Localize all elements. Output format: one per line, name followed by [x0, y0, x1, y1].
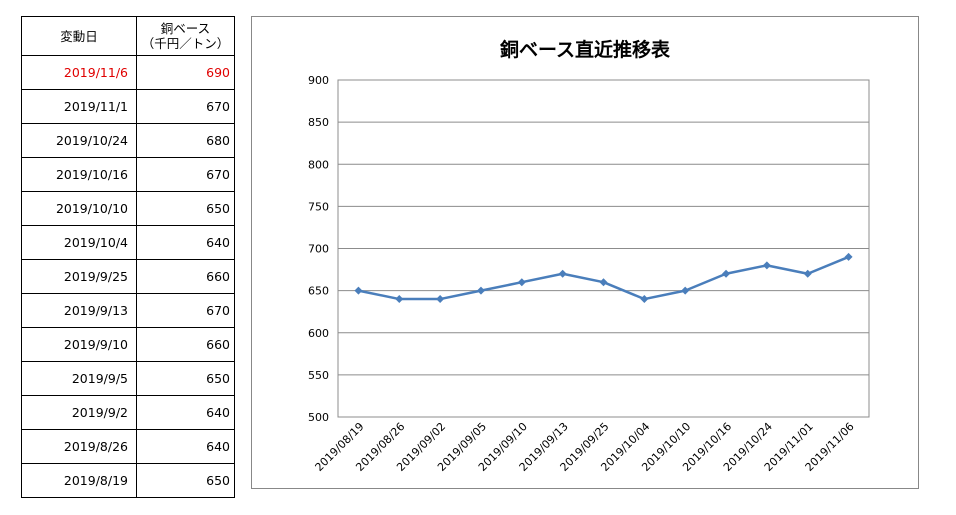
cell-price: 680 — [136, 123, 235, 158]
table-row: 2019/10/16 670 — [21, 157, 235, 192]
y-tick-label: 850 — [308, 116, 329, 129]
table-row: 2019/9/10 660 — [21, 327, 235, 362]
price-table: 変動日 銅ベース （千円／トン） 2019/11/6 690 2019/11/1 67… — [21, 16, 235, 498]
cell-price: 660 — [136, 259, 235, 294]
table-row: 2019/9/13 670 — [21, 293, 235, 328]
cell-date: 2019/10/4 — [21, 225, 137, 260]
cell-date: 2019/9/25 — [21, 259, 137, 294]
y-tick-label: 900 — [308, 74, 329, 87]
cell-date: 2019/11/1 — [21, 89, 137, 124]
cell-date: 2019/8/19 — [21, 463, 137, 498]
chart-frame: 銅ベース直近推移表 500 550 600 650 700 750 800 850 900 201… — [251, 16, 919, 489]
header-price: 銅ベース （千円／トン） — [136, 16, 235, 56]
cell-price: 640 — [136, 225, 235, 260]
cell-date: 2019/9/10 — [21, 327, 137, 362]
y-tick-label: 500 — [308, 411, 329, 424]
table-row: 2019/9/5 650 — [21, 361, 235, 396]
cell-price: 690 — [136, 55, 235, 90]
data-point — [599, 278, 608, 287]
table-row: 2019/8/19 650 — [21, 463, 235, 498]
data-point — [558, 269, 567, 278]
cell-price: 670 — [136, 89, 235, 124]
cell-date: 2019/10/16 — [21, 157, 137, 192]
cell-price: 670 — [136, 157, 235, 192]
y-tick-label: 700 — [308, 243, 329, 256]
data-point — [476, 286, 485, 295]
cell-price: 670 — [136, 293, 235, 328]
cell-date: 2019/9/5 — [21, 361, 137, 396]
cell-date: 2019/9/2 — [21, 395, 137, 430]
table-row: 2019/11/1 670 — [21, 89, 235, 124]
header-price-line1: 銅ベース — [160, 21, 211, 36]
cell-date: 2019/8/26 — [21, 429, 137, 464]
data-point — [722, 269, 731, 278]
cell-price: 640 — [136, 395, 235, 430]
y-tick-label: 600 — [308, 327, 329, 340]
cell-price: 640 — [136, 429, 235, 464]
data-point — [681, 286, 690, 295]
data-point — [803, 269, 812, 278]
table-row: 2019/10/4 640 — [21, 225, 235, 260]
data-point — [844, 252, 853, 261]
cell-date: 2019/9/13 — [21, 293, 137, 328]
chart-title: 銅ベース直近推移表 — [500, 38, 671, 61]
data-point — [762, 261, 771, 270]
y-tick-label: 650 — [308, 285, 329, 298]
table-row: 2019/9/2 640 — [21, 395, 235, 430]
header-price-line2: （千円／トン） — [141, 36, 230, 51]
data-point — [436, 295, 445, 304]
cell-price: 650 — [136, 191, 235, 226]
table-row: 2019/9/25 660 — [21, 259, 235, 294]
cell-price: 650 — [136, 463, 235, 498]
y-tick-label: 800 — [308, 158, 329, 171]
y-tick-label: 550 — [308, 369, 329, 382]
data-point — [517, 278, 526, 287]
cell-date: 2019/10/24 — [21, 123, 137, 158]
header-date: 変動日 — [21, 16, 137, 56]
table-row: 2019/10/10 650 — [21, 191, 235, 226]
table-row: 2019/10/24 680 — [21, 123, 235, 158]
table-row: 2019/11/6 690 — [21, 55, 235, 90]
cell-date: 2019/10/10 — [21, 191, 137, 226]
table-header-row: 変動日 銅ベース （千円／トン） — [21, 16, 235, 56]
table-body: 2019/11/6 690 2019/11/1 670 2019/10/24 680 201… — [21, 55, 235, 498]
data-point — [354, 286, 363, 295]
line-chart: 銅ベース直近推移表 500550600650700750800850900201… — [308, 38, 870, 474]
series-line — [358, 255, 850, 301]
cell-price: 660 — [136, 327, 235, 362]
cell-date: 2019/11/6 — [21, 55, 137, 90]
data-point — [640, 295, 649, 304]
data-point — [395, 295, 404, 304]
cell-price: 650 — [136, 361, 235, 396]
y-tick-label: 750 — [308, 200, 329, 213]
table-row: 2019/8/26 640 — [21, 429, 235, 464]
